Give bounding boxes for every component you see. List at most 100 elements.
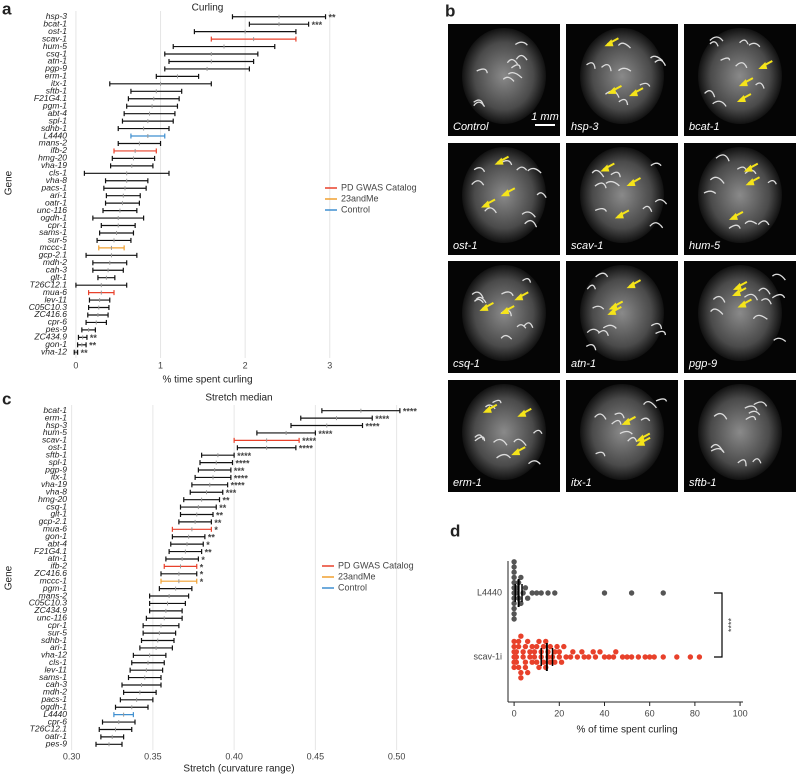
worm — [586, 328, 601, 334]
gene-label: ifb-2 — [50, 145, 67, 155]
arrow-head — [629, 89, 639, 97]
worm-plate — [698, 384, 782, 480]
data-point — [567, 654, 574, 660]
worm — [618, 98, 629, 106]
data-point — [524, 669, 531, 676]
arrow-head — [517, 409, 527, 417]
panel-letter: c — [2, 389, 11, 408]
gene-label: cah-3 — [46, 679, 68, 689]
data-point — [529, 643, 535, 650]
worm — [773, 337, 787, 343]
data-point — [513, 654, 520, 660]
gene-label: oatr-1 — [45, 731, 67, 741]
significance: ** — [208, 533, 216, 543]
gene-label: hsp-3 — [46, 420, 68, 430]
gene-label: glt-1 — [50, 509, 67, 519]
worm-plate — [580, 147, 664, 243]
worm — [650, 55, 664, 62]
data-point — [628, 654, 635, 660]
data-point — [660, 590, 666, 596]
worm — [493, 438, 508, 446]
significance: **** — [231, 481, 246, 491]
image-label: erm-1 — [453, 477, 482, 489]
significance: * — [200, 570, 204, 580]
scale-bar-label: 1 mm — [531, 111, 559, 123]
image-label: bcat-1 — [689, 121, 720, 133]
worm — [597, 330, 609, 337]
data-point — [529, 659, 535, 665]
significance: ** — [89, 341, 97, 351]
worm — [642, 205, 653, 213]
y-tick-label: scav-1i — [473, 651, 502, 661]
worm — [728, 224, 741, 229]
x-tick-label: 40 — [599, 708, 609, 718]
gene-label: ifb-2 — [50, 561, 67, 571]
worm — [473, 167, 486, 173]
gene-label: vha-12 — [41, 650, 67, 660]
significance: *** — [312, 20, 323, 30]
data-point — [527, 649, 533, 655]
worm — [485, 404, 496, 410]
worm — [627, 436, 638, 443]
significance: ** — [81, 348, 89, 358]
arrow-head — [514, 293, 524, 301]
gene-label: erm-1 — [45, 412, 67, 422]
worm — [618, 67, 632, 72]
data-point — [556, 649, 562, 655]
data-point — [536, 638, 542, 645]
arrow-head — [600, 164, 610, 172]
significance: *** — [234, 466, 245, 476]
worm — [650, 162, 662, 167]
gene-label: sftb-1 — [46, 449, 68, 459]
arrow-head — [737, 300, 747, 308]
worm-plate — [580, 28, 664, 124]
data-point — [536, 664, 542, 671]
data-point — [581, 654, 587, 660]
worm — [594, 208, 607, 212]
worm — [536, 192, 547, 199]
gene-label: scav-1 — [42, 33, 67, 43]
significance: ** — [216, 510, 224, 520]
worm — [737, 459, 747, 467]
worm — [752, 314, 768, 320]
data-point — [628, 590, 635, 596]
y-tick-label: L4440 — [477, 587, 502, 597]
significance: ** — [223, 496, 231, 506]
data-point — [531, 649, 538, 655]
gene-label: F21G4.1 — [34, 546, 67, 556]
gene-label: ogdh-1 — [41, 701, 68, 711]
worm — [611, 419, 622, 425]
gene-label: glt-1 — [50, 272, 67, 282]
x-tick-label: 1 — [158, 360, 163, 370]
gene-label: unc-116 — [37, 613, 67, 623]
arrow-head — [482, 405, 492, 413]
data-point — [511, 564, 517, 570]
worm — [521, 211, 536, 218]
image-label: hsp-3 — [571, 121, 599, 133]
data-point — [554, 643, 560, 650]
chart-title: Curling — [192, 3, 224, 14]
arrow-head — [511, 448, 521, 456]
worm — [643, 401, 657, 409]
worm-plate — [462, 28, 546, 124]
gene-label: abt-4 — [48, 538, 68, 548]
significance: ** — [205, 547, 213, 557]
gene-label: vha-19 — [41, 479, 67, 489]
worm — [501, 291, 514, 297]
arrow-head — [743, 164, 753, 172]
worm — [709, 36, 724, 42]
gene-label: spl-1 — [49, 115, 68, 125]
x-tick-label: 60 — [645, 708, 655, 718]
data-point — [547, 643, 553, 650]
gene-label: sur-5 — [48, 627, 67, 637]
data-point — [558, 659, 565, 665]
significance: **** — [726, 618, 736, 633]
worm — [586, 284, 597, 290]
x-axis-label: % time spent curling — [162, 375, 252, 386]
data-point — [613, 649, 619, 655]
data-point — [518, 669, 524, 676]
image-label: sftb-1 — [689, 477, 717, 489]
gene-label: ari-1 — [50, 190, 67, 200]
data-point — [687, 654, 694, 660]
